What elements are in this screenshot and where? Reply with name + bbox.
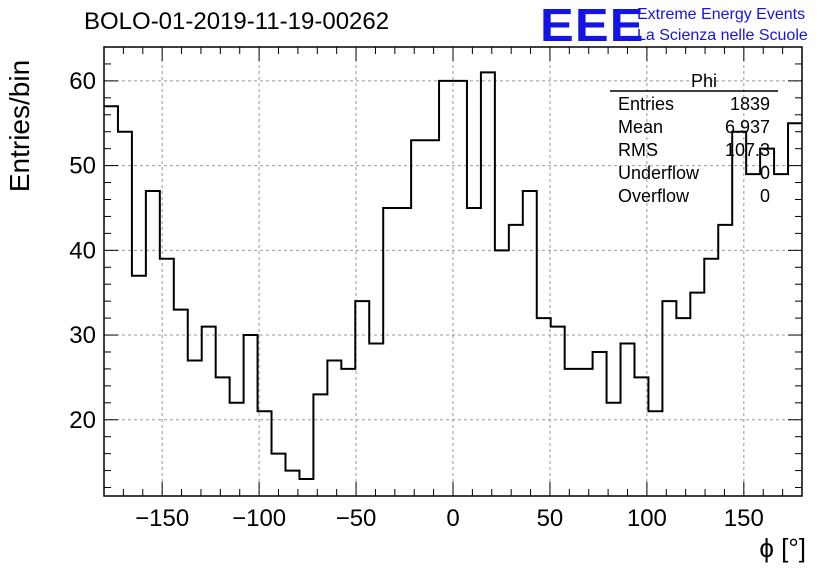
histogram-bin — [537, 318, 551, 496]
eee-logo-caption: Extreme Energy Events La Scienza nelle S… — [637, 4, 808, 46]
histogram-bin — [551, 327, 565, 496]
histogram-bin — [621, 344, 635, 496]
histogram-bin — [244, 335, 258, 496]
histogram-bin — [313, 394, 327, 496]
eee-logo: EEE — [540, 0, 645, 51]
y-tick-label: 20 — [69, 407, 96, 434]
histogram-bin — [425, 140, 439, 496]
histogram-bin — [676, 318, 690, 496]
histogram-bin — [774, 174, 788, 496]
histogram-bin — [411, 140, 425, 496]
histogram-bin — [383, 208, 397, 496]
stats-row-value: 6.937 — [725, 117, 770, 137]
stats-row-value: 0 — [760, 163, 770, 183]
histogram-bin — [718, 225, 732, 496]
stats-row-value: 1839 — [730, 94, 770, 114]
histogram-bin — [481, 72, 495, 496]
histogram-bin — [495, 250, 509, 496]
histogram-bin — [146, 191, 160, 496]
histogram-bin — [230, 403, 244, 496]
histogram-bin — [258, 411, 272, 496]
histogram-bin — [216, 377, 230, 496]
histogram-bin — [341, 369, 355, 496]
y-tick-label: 40 — [69, 237, 96, 264]
histogram-bin — [188, 360, 202, 496]
histogram-bin — [160, 259, 174, 496]
histogram-step-line — [104, 71, 802, 481]
y-tick-label: 60 — [69, 68, 96, 95]
histogram-bin — [369, 344, 383, 496]
x-tick-label: 150 — [724, 505, 764, 532]
histogram-bin — [746, 174, 760, 496]
stats-row-value: 107.3 — [725, 140, 770, 160]
stats-row-label: Mean — [618, 117, 663, 137]
histogram-bin — [299, 479, 313, 496]
histogram-bin — [285, 471, 299, 496]
histogram-bin — [565, 369, 579, 496]
histogram-bin — [579, 369, 593, 496]
y-tick-label: 50 — [69, 153, 96, 180]
histogram-bin — [634, 377, 648, 496]
histogram-bin — [662, 301, 676, 496]
logo-line-1: Extreme Energy Events — [637, 6, 806, 23]
histogram-bin — [453, 81, 467, 496]
histogram-bin — [690, 293, 704, 496]
x-tick-label: −100 — [232, 505, 286, 532]
histogram-bin — [607, 403, 621, 496]
histogram-bin — [355, 301, 369, 496]
histogram-bin — [118, 132, 132, 496]
histogram-bin — [174, 310, 188, 496]
x-tick-label: 50 — [537, 505, 564, 532]
histogram-bin — [648, 411, 662, 496]
stats-row-label: Underflow — [618, 163, 700, 183]
histogram-bin — [202, 327, 216, 496]
stats-box-name: Phi — [691, 71, 717, 91]
x-tick-label: −150 — [135, 505, 189, 532]
histogram-bin — [467, 208, 481, 496]
histogram-bin — [788, 123, 802, 496]
histogram-bin — [523, 191, 537, 496]
x-axis-label: ϕ [°] — [759, 533, 806, 563]
histogram-bin — [509, 225, 523, 496]
histogram-bin — [439, 81, 453, 496]
logo-line-2: La Scienza nelle Scuole — [637, 27, 808, 44]
y-tick-label: 30 — [69, 322, 96, 349]
histogram-bin — [327, 360, 341, 496]
histogram-bin — [704, 259, 718, 496]
x-tick-label: −50 — [336, 505, 377, 532]
histogram-bin — [397, 208, 411, 496]
histogram-bin — [732, 132, 746, 496]
x-tick-label: 100 — [627, 505, 667, 532]
histogram-bin — [593, 352, 607, 496]
stats-row-value: 0 — [760, 186, 770, 206]
x-tick-label: 0 — [446, 505, 459, 532]
stats-row-label: Overflow — [618, 186, 690, 206]
plot-title: BOLO-01-2019-11-19-00262 — [84, 8, 390, 35]
histogram-bin — [132, 276, 146, 496]
stats-row-label: RMS — [618, 140, 658, 160]
stats-row-label: Entries — [618, 94, 674, 114]
